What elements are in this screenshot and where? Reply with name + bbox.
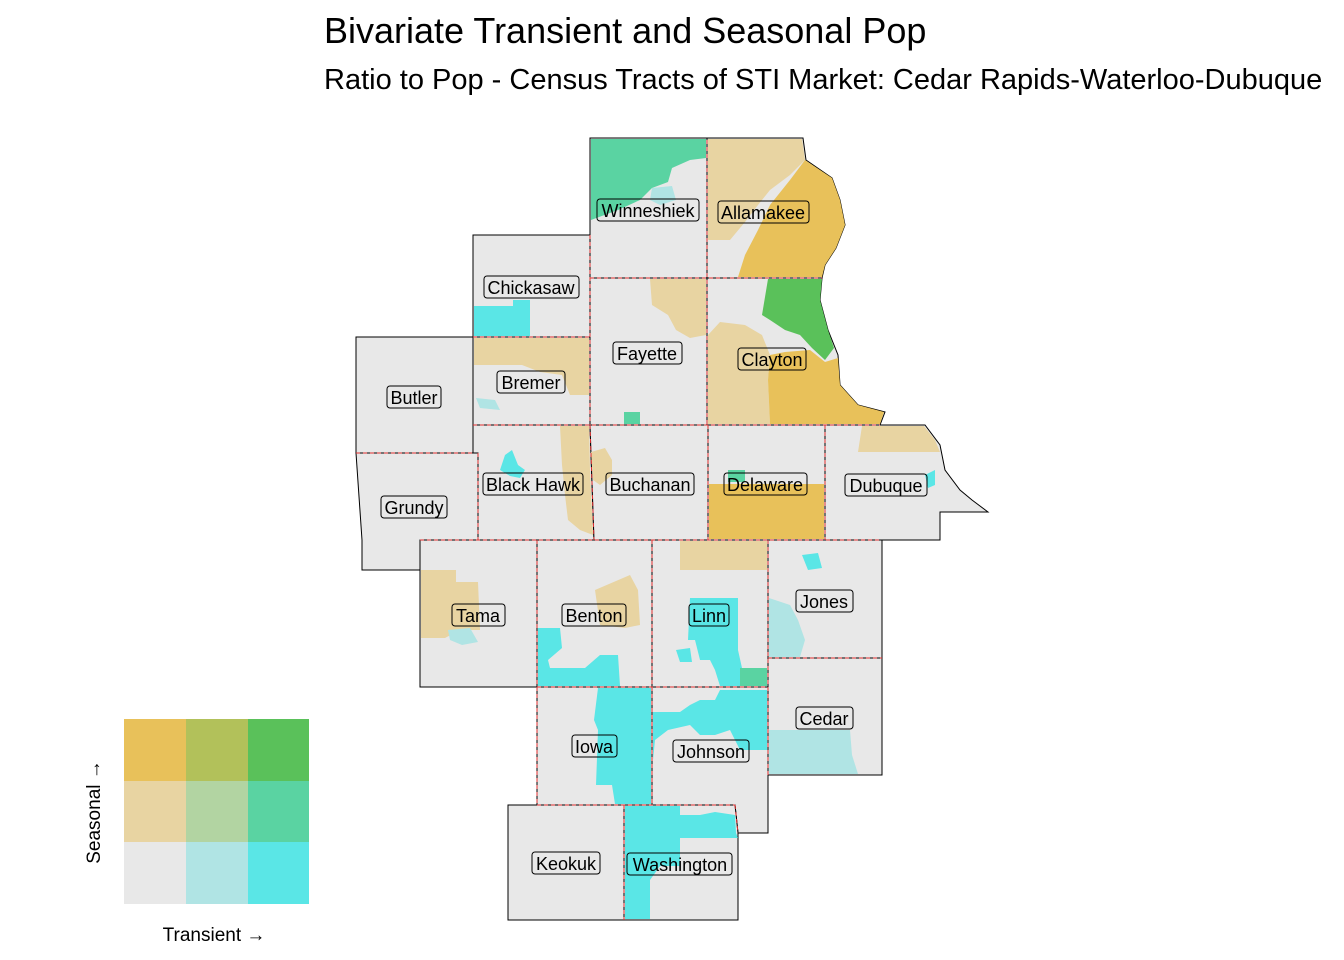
county-label-delaware[interactable]: Delaware: [723, 472, 808, 496]
tract-dubuque-tan: [858, 426, 940, 452]
tract-delaware-gold: [709, 484, 824, 539]
tract-jones-teal: [802, 553, 822, 570]
svg-text:Clayton: Clayton: [741, 350, 802, 370]
legend-cell-s3-t2: [186, 719, 248, 781]
svg-text:Keokuk: Keokuk: [536, 854, 597, 874]
svg-text:Butler: Butler: [390, 388, 437, 408]
svg-text:Cedar: Cedar: [799, 709, 848, 729]
tract-iowa-teal: [594, 688, 651, 804]
tract-linn-teal-small: [676, 648, 692, 662]
tract-jones-light-teal: [769, 598, 805, 657]
tract-linn-tan: [680, 541, 767, 570]
tract-black-hawk-teal: [500, 450, 525, 478]
tract-winneshiek-mid-green: [591, 139, 706, 220]
county-label-keokuk[interactable]: Keokuk: [531, 851, 601, 875]
tract-bremer-light-teal: [476, 398, 500, 410]
tract-winneshiek-light-teal: [650, 186, 676, 205]
county-label-clayton[interactable]: Clayton: [737, 347, 807, 371]
county-label-fayette[interactable]: Fayette: [612, 341, 683, 365]
map-title: Bivariate Transient and Seasonal Pop: [324, 10, 927, 51]
svg-text:Fayette: Fayette: [617, 344, 677, 364]
tract-washington-teal: [625, 806, 738, 919]
svg-text:Grundy: Grundy: [384, 498, 443, 518]
legend-cell-s1-t2: [186, 842, 248, 904]
tract-chickasaw-teal: [474, 300, 530, 336]
legend-cell-s2-t2: [186, 781, 248, 842]
tract-fayette-mid-green: [624, 412, 640, 424]
tract-clayton-green: [762, 279, 834, 360]
county-label-benton[interactable]: Benton: [561, 603, 627, 627]
svg-text:Washington: Washington: [633, 855, 727, 875]
svg-text:Johnson: Johnson: [677, 742, 745, 762]
tract-benton-teal: [538, 628, 620, 686]
county-label-tama[interactable]: Tama: [451, 603, 506, 627]
svg-text:Winneshiek: Winneshiek: [601, 201, 695, 221]
county-label-johnson[interactable]: Johnson: [672, 739, 750, 763]
county-label-butler[interactable]: Butler: [386, 385, 442, 409]
svg-text:Dubuque: Dubuque: [849, 476, 922, 496]
tract-bremer-tan: [474, 338, 589, 395]
tract-johnson-teal: [653, 690, 767, 760]
county-boundaries: [356, 140, 882, 920]
county-base-layer: [355, 137, 990, 921]
legend-y-label: Seasonal →: [84, 760, 105, 864]
legend-cell-s1-t1: [124, 842, 186, 904]
svg-text:Allamakee: Allamakee: [721, 203, 805, 223]
county-label-iowa[interactable]: Iowa: [571, 734, 618, 758]
legend-cell-s2-t3: [248, 781, 309, 842]
legend-cell-s3-t3: [248, 719, 309, 781]
tract-allamakee-gold: [738, 160, 845, 277]
tract-fill-layer: [421, 139, 940, 919]
tract-buchanan-tan: [591, 448, 612, 485]
county-label-chickasaw[interactable]: Chickasaw: [483, 275, 580, 299]
tract-black-hawk-tan: [560, 426, 593, 535]
tract-benton-tan: [595, 575, 640, 628]
legend-cell-s2-t1: [124, 781, 186, 842]
svg-text:Jones: Jones: [800, 592, 848, 612]
svg-text:Buchanan: Buchanan: [609, 475, 690, 495]
county-shape-dubuque[interactable]: [824, 424, 990, 541]
county-label-winneshiek[interactable]: Winneshiek: [596, 198, 700, 222]
county-label-washington[interactable]: Washington: [626, 852, 733, 876]
svg-text:Linn: Linn: [692, 606, 726, 626]
svg-text:Bremer: Bremer: [501, 373, 560, 393]
tract-fayette-tan: [650, 279, 706, 338]
map-subtitle: Ratio to Pop - Census Tracts of STI Mark…: [324, 64, 1323, 96]
tract-clayton-tan: [708, 322, 770, 424]
svg-text:Delaware: Delaware: [727, 475, 803, 495]
tract-linn-mid-green: [740, 668, 767, 686]
county-label-grundy[interactable]: Grundy: [380, 495, 448, 519]
county-label-dubuque[interactable]: Dubuque: [844, 473, 928, 497]
tract-clayton-gold: [768, 350, 884, 424]
legend-x-label: Transient →: [163, 925, 266, 946]
tract-cedar-light-teal: [769, 730, 858, 774]
county-label-jones[interactable]: Jones: [795, 589, 854, 613]
tract-allamakee-tan: [708, 139, 805, 240]
svg-text:Black Hawk: Black Hawk: [486, 475, 581, 495]
svg-text:Benton: Benton: [565, 606, 622, 626]
bivariate-legend: Transient → Seasonal →: [84, 719, 309, 946]
county-label-black-hawk[interactable]: Black Hawk: [482, 472, 584, 496]
county-label-allamakee[interactable]: Allamakee: [717, 200, 810, 224]
svg-text:Iowa: Iowa: [575, 737, 614, 757]
tract-tama-tan: [421, 570, 480, 638]
county-label-buchanan[interactable]: Buchanan: [605, 472, 695, 496]
tract-tama-light-teal: [448, 628, 478, 645]
county-label-bremer[interactable]: Bremer: [496, 370, 566, 394]
svg-text:Tama: Tama: [456, 606, 501, 626]
legend-cell-s1-t3: [248, 842, 309, 904]
legend-cell-s3-t1: [124, 719, 186, 781]
svg-text:Chickasaw: Chickasaw: [487, 278, 575, 298]
county-labels: Winneshiek Allamakee Chickasaw Fayette C…: [380, 198, 928, 876]
county-label-cedar[interactable]: Cedar: [795, 706, 854, 730]
county-label-linn[interactable]: Linn: [688, 603, 730, 627]
